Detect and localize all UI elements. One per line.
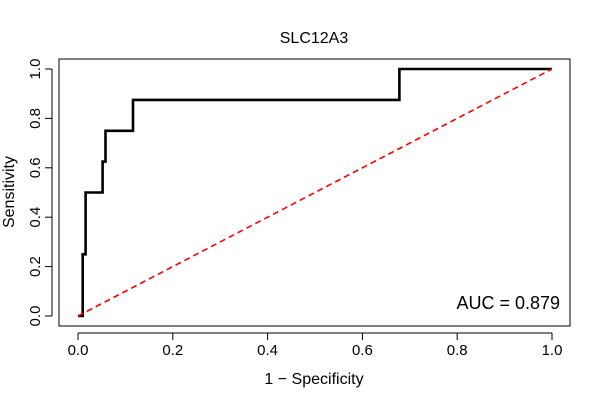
y-tick-label: 0.0 <box>27 306 44 327</box>
y-tick-label: 1.0 <box>27 59 44 80</box>
auc-annotation: AUC = 0.879 <box>456 293 560 313</box>
plot-area: 0.0 0.2 0.4 0.6 0.8 1.0 0.0 0.2 0.4 0.6 0.8 1.0 <box>27 58 571 359</box>
x-tick-label: 0.6 <box>352 342 373 359</box>
plot-frame <box>58 58 571 327</box>
x-tick-label: 0.0 <box>68 342 89 359</box>
y-tick-label: 0.6 <box>27 157 44 178</box>
y-tick-label: 0.8 <box>27 108 44 129</box>
x-tick-label: 0.2 <box>162 342 183 359</box>
x-axis-label: 1 − Specificity <box>264 371 363 388</box>
x-tick-label: 0.4 <box>257 342 278 359</box>
chart-title: SLC12A3 <box>280 30 349 47</box>
roc-curve <box>78 67 552 318</box>
y-tick-label: 0.2 <box>27 256 44 277</box>
reference-line <box>77 68 553 317</box>
y-axis-label: Sensitivity <box>1 156 18 228</box>
x-tick-label: 0.8 <box>447 342 468 359</box>
y-tick-label: 0.4 <box>27 207 44 228</box>
x-tick-label: 1.0 <box>542 342 563 359</box>
